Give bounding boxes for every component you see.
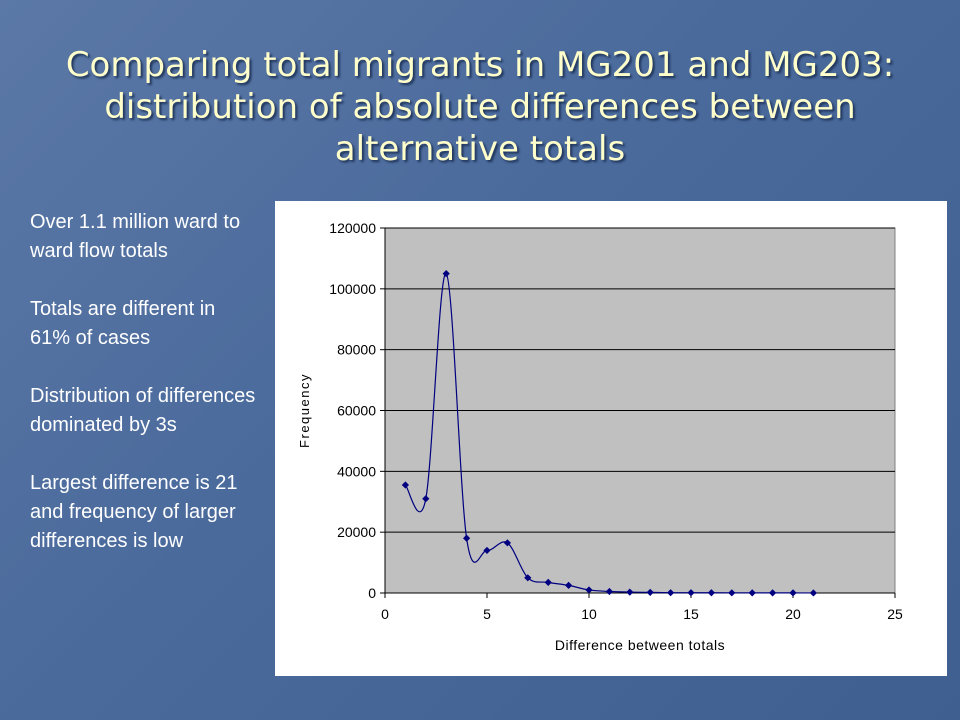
note-3: Distribution of differences dominated by… — [30, 385, 256, 436]
data-point-11 — [605, 587, 613, 596]
slide-notes: Over 1.1 million ward to ward flow total… — [30, 208, 260, 585]
x-tick-label: 25 — [887, 606, 903, 622]
data-point-9 — [565, 581, 573, 589]
data-point-10 — [585, 586, 593, 594]
y-tick-label: 120000 — [329, 220, 376, 236]
data-point-12 — [626, 588, 634, 596]
x-tick-label: 15 — [683, 606, 699, 622]
data-point-13 — [646, 588, 654, 596]
data-point-14 — [667, 589, 675, 597]
y-tick-label: 60000 — [337, 403, 376, 419]
y-axis-ticks: 0 20000 40000 60000 80000 100000 120000 — [329, 220, 386, 601]
y-tick-label: 100000 — [329, 281, 376, 297]
x-tick-label: 20 — [785, 606, 801, 622]
note-4: Largest difference is 21 and frequency o… — [30, 472, 238, 552]
x-axis-ticks: 0 5 10 15 20 25 — [381, 592, 903, 622]
y-tick-label: 80000 — [337, 342, 376, 358]
y-tick-label: 40000 — [337, 463, 376, 479]
data-point-15 — [687, 589, 695, 597]
data-point-3 — [442, 270, 450, 278]
x-axis-label: Difference between totals — [555, 637, 725, 653]
x-tick-label: 10 — [581, 606, 597, 622]
data-point-2 — [422, 495, 430, 503]
y-tick-label: 0 — [368, 585, 376, 601]
data-point-17 — [728, 589, 736, 597]
slide-title: Comparing total migrants in MG201 and MG… — [30, 44, 930, 170]
note-1: Over 1.1 million ward to ward flow total… — [30, 211, 241, 262]
y-axis-label: Frequency — [297, 373, 312, 448]
y-tick-label: 20000 — [337, 524, 376, 540]
title-line-1: Comparing total migrants in MG201 and MG… — [65, 45, 895, 85]
data-point-21 — [809, 589, 817, 597]
chart-panel: 0 20000 40000 60000 80000 100000 120000 0 5 10 15… — [275, 201, 947, 676]
data-point-18 — [748, 589, 756, 597]
title-line-3: alternative totals — [334, 129, 626, 169]
data-point-19 — [769, 589, 777, 597]
frequency-chart: 0 20000 40000 60000 80000 100000 120000 0 5 10 15… — [297, 220, 903, 653]
x-tick-label: 0 — [381, 606, 389, 622]
title-line-2: distribution of absolute differences bet… — [104, 87, 856, 127]
data-point-5 — [483, 546, 491, 555]
data-point-8 — [544, 578, 552, 586]
data-point-16 — [707, 589, 715, 597]
x-tick-label: 5 — [483, 606, 491, 622]
note-2: Totals are different in 61% of cases — [30, 298, 216, 349]
data-point-20 — [789, 589, 797, 597]
